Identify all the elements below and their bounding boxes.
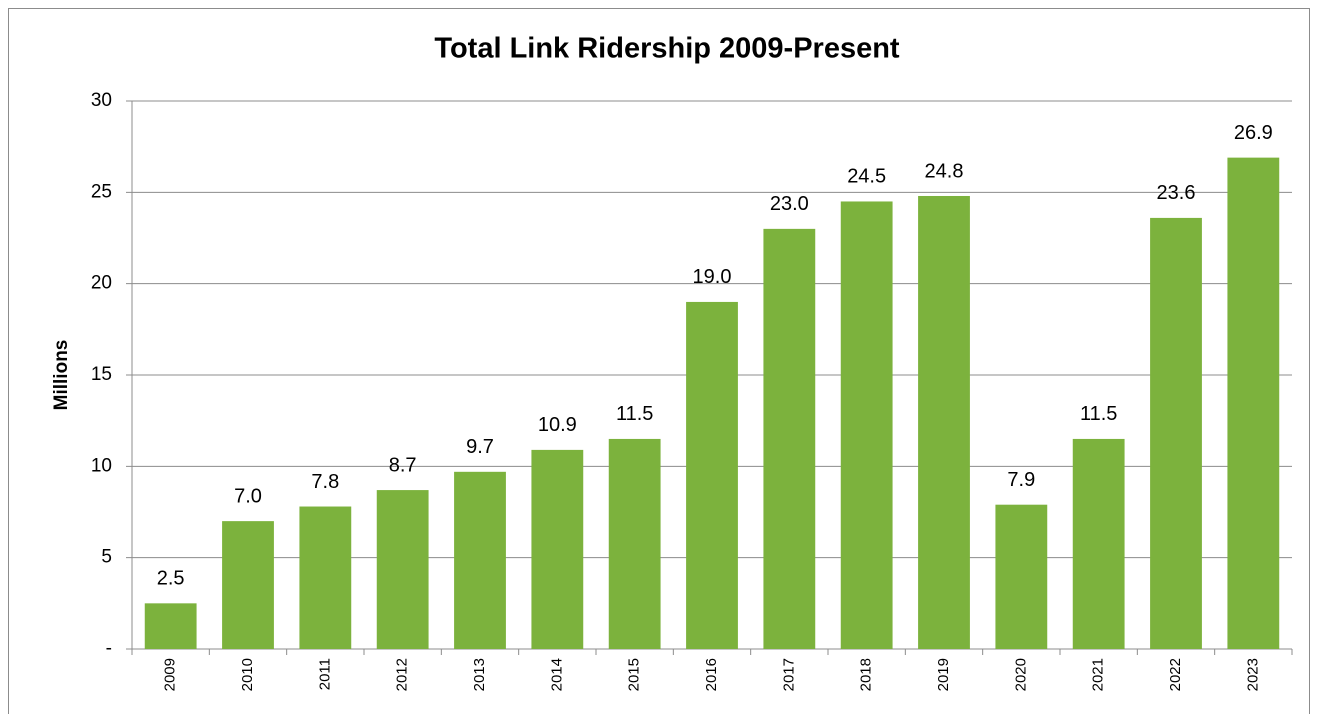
x-tick-label: 2013 bbox=[471, 658, 488, 691]
bar bbox=[1227, 157, 1280, 650]
x-tick-label: 2012 bbox=[394, 658, 411, 691]
value-label: 2.5 bbox=[157, 568, 185, 590]
value-label: 10.9 bbox=[538, 414, 577, 436]
x-tick-label: 2014 bbox=[548, 658, 565, 691]
x-tick-label: 2009 bbox=[162, 658, 179, 691]
x-tick-label: 2015 bbox=[626, 658, 643, 691]
x-tick-label: 2017 bbox=[780, 658, 797, 691]
value-label: 23.0 bbox=[770, 193, 809, 215]
bar bbox=[608, 438, 661, 649]
value-label: 7.8 bbox=[311, 471, 339, 493]
bar bbox=[840, 201, 893, 649]
x-tick-label: 2011 bbox=[316, 658, 333, 690]
y-tick-label: 20 bbox=[91, 273, 112, 294]
bar bbox=[531, 449, 584, 649]
value-label: 24.5 bbox=[847, 166, 886, 188]
x-tick-label: 2022 bbox=[1167, 658, 1184, 691]
x-tick-label: 2020 bbox=[1012, 658, 1029, 691]
bar bbox=[1150, 217, 1202, 649]
bar bbox=[222, 521, 274, 649]
x-tick-label: 2010 bbox=[239, 658, 256, 691]
chart-title: Total Link Ridership 2009-Present bbox=[434, 33, 900, 65]
value-label: 8.7 bbox=[389, 454, 417, 476]
bar bbox=[144, 603, 197, 649]
value-label: 19.0 bbox=[693, 266, 732, 288]
y-tick-label: - bbox=[106, 638, 112, 659]
value-label: 26.9 bbox=[1234, 122, 1273, 144]
x-tick-label: 2016 bbox=[703, 658, 720, 691]
bar bbox=[918, 195, 970, 649]
value-label: 11.5 bbox=[616, 403, 653, 425]
bar bbox=[995, 504, 1048, 649]
y-tick-label: 5 bbox=[101, 547, 112, 568]
value-label: 23.6 bbox=[1157, 182, 1196, 204]
value-label: 7.0 bbox=[234, 485, 262, 507]
bar bbox=[299, 506, 352, 649]
bar bbox=[763, 228, 816, 649]
bar bbox=[686, 301, 738, 649]
x-tick-label: 2021 bbox=[1090, 658, 1107, 691]
bar bbox=[1072, 438, 1125, 649]
bar bbox=[454, 471, 506, 649]
value-label: 24.8 bbox=[925, 160, 964, 182]
x-tick-label: 2019 bbox=[935, 658, 952, 691]
y-tick-label: 25 bbox=[91, 181, 112, 202]
x-tick-label: 2018 bbox=[858, 658, 875, 691]
x-tick-label: 2023 bbox=[1244, 658, 1261, 691]
bar bbox=[376, 490, 429, 649]
value-label: 7.9 bbox=[1007, 469, 1035, 491]
y-tick-label: 10 bbox=[91, 455, 112, 476]
y-axis-label: Millions bbox=[51, 340, 72, 411]
value-label: 9.7 bbox=[466, 436, 494, 458]
y-tick-label: 15 bbox=[91, 364, 112, 385]
y-tick-label: 30 bbox=[91, 90, 112, 111]
value-label: 11.5 bbox=[1080, 403, 1117, 425]
